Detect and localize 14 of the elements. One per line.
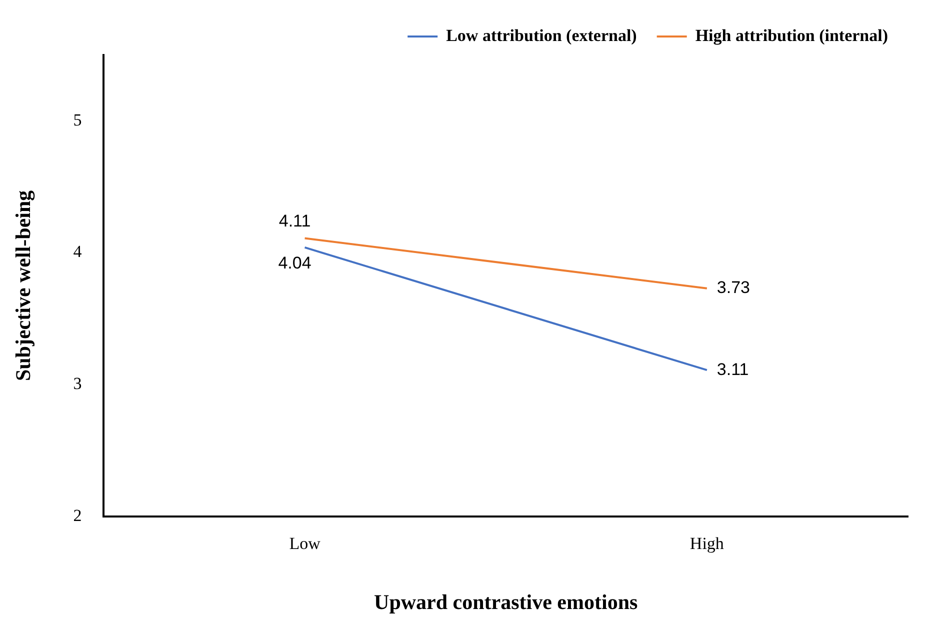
legend-label: Low attribution (external)	[446, 26, 637, 45]
y-tick-label: 2	[73, 506, 82, 525]
y-tick-label: 3	[73, 374, 82, 394]
data-label: 3.73	[716, 278, 750, 298]
y-tick-label: 4	[73, 242, 82, 262]
y-tick-label: 5	[73, 110, 82, 130]
data-label: 4.04	[278, 254, 312, 273]
x-axis-title: Upward contrastive emotions	[374, 590, 638, 614]
x-tick-label: High	[690, 534, 724, 554]
x-tick-label: Low	[289, 534, 322, 554]
legend-label: High attribution (internal)	[695, 26, 888, 45]
y-axis-title: Subjective well-being	[11, 190, 36, 382]
data-label: 3.11	[716, 360, 749, 379]
data-label: 4.11	[278, 211, 311, 230]
